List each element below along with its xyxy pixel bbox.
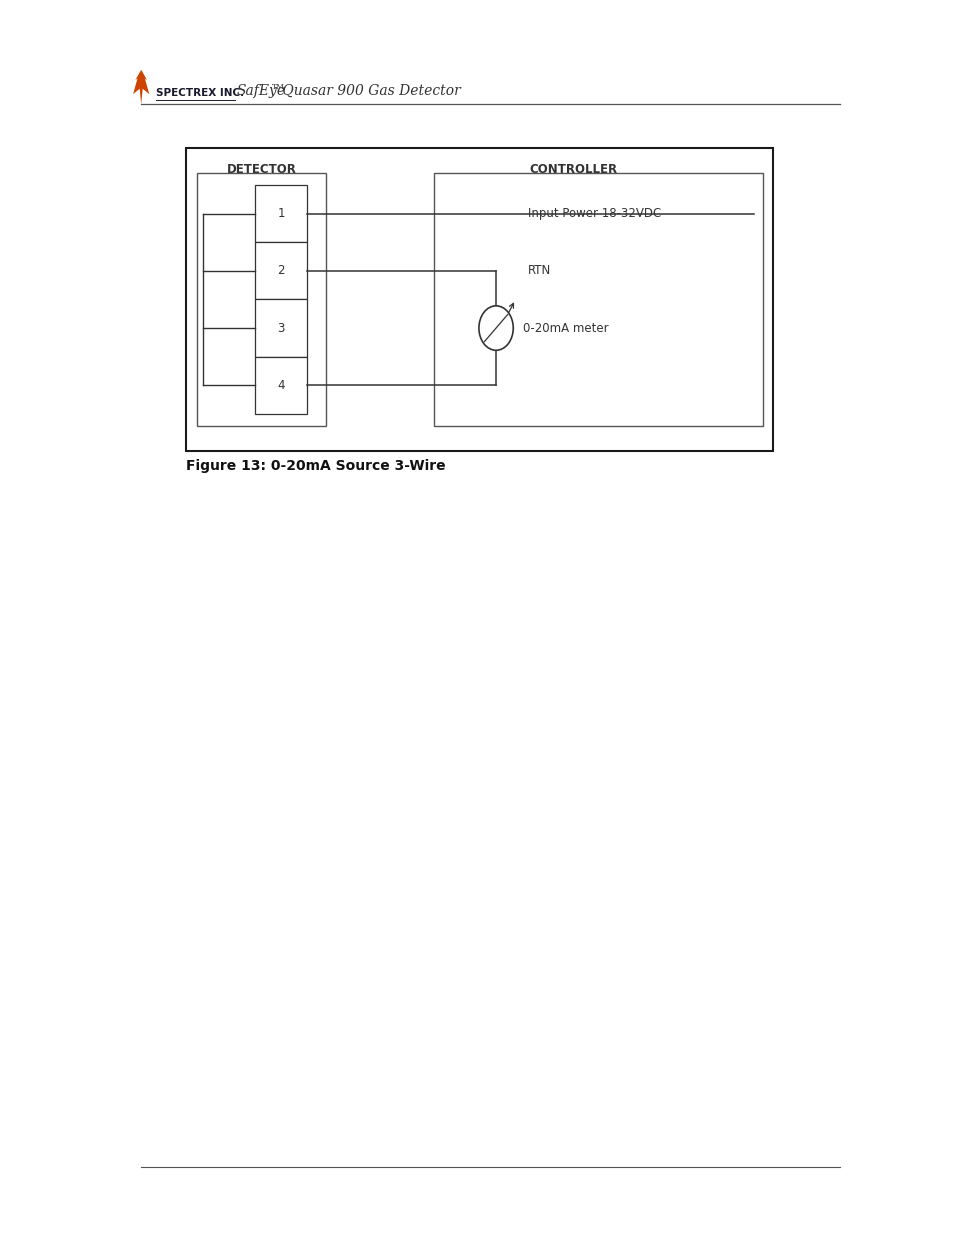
Text: 2: 2 bbox=[277, 264, 284, 278]
Circle shape bbox=[478, 306, 513, 351]
Text: Quasar 900 Gas Detector: Quasar 900 Gas Detector bbox=[277, 84, 460, 98]
Bar bbox=[186, 148, 772, 451]
Text: TM: TM bbox=[272, 84, 284, 91]
Text: RTN: RTN bbox=[527, 264, 550, 278]
Bar bbox=[197, 173, 326, 426]
Text: Figure 13: 0-20mA Source 3-Wire: Figure 13: 0-20mA Source 3-Wire bbox=[186, 459, 445, 473]
Text: SPECTREX INC.: SPECTREX INC. bbox=[155, 88, 243, 98]
Text: 0-20mA meter: 0-20mA meter bbox=[522, 321, 608, 335]
Polygon shape bbox=[133, 69, 149, 105]
Text: CONTROLLER: CONTROLLER bbox=[529, 163, 617, 177]
Bar bbox=[254, 185, 307, 242]
Bar bbox=[254, 299, 307, 357]
Text: SafEye: SafEye bbox=[236, 84, 285, 98]
Text: DETECTOR: DETECTOR bbox=[227, 163, 297, 177]
Text: 3: 3 bbox=[277, 321, 284, 335]
Text: 4: 4 bbox=[277, 379, 284, 391]
Bar bbox=[254, 242, 307, 300]
Text: 1: 1 bbox=[277, 207, 284, 220]
Bar bbox=[434, 173, 762, 426]
Bar bbox=[254, 357, 307, 414]
Text: Input Power 18-32VDC: Input Power 18-32VDC bbox=[527, 207, 660, 220]
